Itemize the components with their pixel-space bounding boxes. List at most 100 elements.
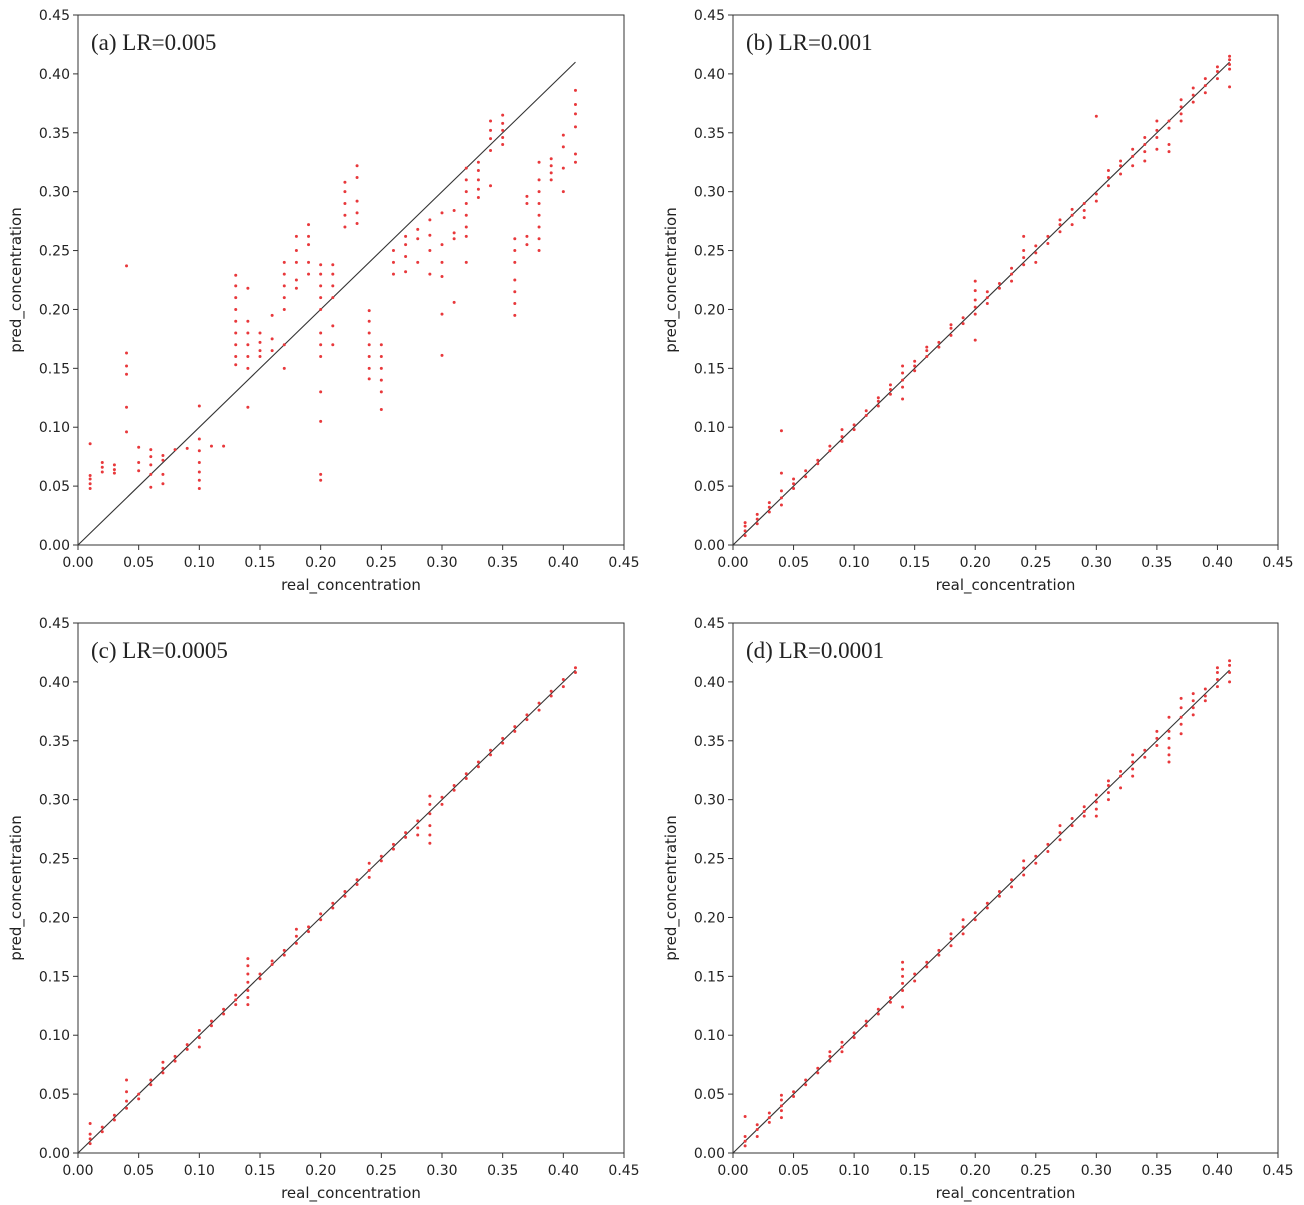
data-point [428,833,432,837]
data-point [1070,213,1074,217]
data-point [1191,692,1195,696]
x-tick-label: 0.40 [548,555,579,571]
x-tick-label: 0.15 [244,1163,275,1179]
data-point [1094,807,1098,811]
data-point [767,510,771,514]
data-point [525,718,529,722]
y-tick-label: 0.25 [694,852,725,868]
data-point [355,882,359,886]
data-point [137,1097,141,1101]
data-point [949,326,953,330]
x-tick-label: 0.30 [1081,555,1112,571]
data-point [997,286,1001,290]
data-point [561,190,565,194]
y-tick-label: 0.20 [694,302,725,318]
data-point [561,145,565,149]
data-point [234,1003,238,1007]
data-point [973,338,977,342]
y-tick-label: 0.35 [694,734,725,750]
data-point [525,713,529,717]
data-point [937,345,941,349]
data-point [416,237,420,241]
y-tick-label: 0.30 [39,185,70,201]
data-point [537,160,541,164]
data-point [294,249,298,253]
data-point [501,143,505,147]
data-point [828,1054,832,1058]
panel-title: (b) LR=0.001 [746,30,873,55]
data-point [282,366,286,370]
data-point [888,392,892,396]
data-point [197,1029,201,1033]
data-point [391,260,395,264]
data-point [1155,119,1159,123]
y-axis-label: pred_concentration [7,207,26,353]
data-point [282,296,286,300]
data-point [489,119,493,123]
data-point [428,841,432,845]
data-point [1094,192,1098,196]
data-point [464,225,468,229]
data-point [1094,199,1098,203]
x-tick-label: 0.15 [899,1163,930,1179]
data-point [1179,98,1183,102]
data-point [88,1142,92,1146]
y-tick-label: 0.30 [694,185,725,201]
data-point [1070,817,1074,821]
data-point [428,812,432,816]
data-point [1215,685,1219,689]
x-tick-label: 0.45 [608,555,639,571]
data-point [355,221,359,225]
data-point [997,890,1001,894]
data-point [864,413,868,417]
x-tick-label: 0.30 [426,555,457,571]
data-point [1119,786,1123,790]
data-point [416,819,420,823]
data-point [1203,687,1207,691]
data-point [197,486,201,490]
panel-title: (c) LR=0.0005 [91,638,228,663]
x-tick-label: 0.15 [244,555,275,571]
data-point [319,263,323,267]
data-point [1034,244,1038,248]
data-point [1215,77,1219,81]
data-point [452,788,456,792]
x-axis-label: real_concentration [936,1184,1076,1203]
data-point [840,439,844,443]
data-point [149,1078,153,1082]
data-point [779,429,783,433]
data-point [1143,143,1147,147]
y-tick-label: 0.00 [39,1146,70,1162]
x-tick-label: 0.45 [608,1163,639,1179]
data-point [985,296,989,300]
data-point [246,286,250,290]
data-point [573,670,577,674]
data-point [525,243,529,247]
data-point [1179,119,1183,123]
data-point [331,906,335,910]
data-point [1034,861,1038,865]
data-point [125,1078,129,1082]
data-point [1143,135,1147,139]
data-point [876,396,880,400]
data-point [125,372,129,376]
data-point [440,260,444,264]
data-point [1179,105,1183,109]
data-point [476,168,480,172]
data-point [876,1012,880,1016]
data-point [161,482,165,486]
data-point [1082,201,1086,205]
data-point [1082,209,1086,213]
data-point [1058,230,1062,234]
data-point [258,355,262,359]
data-point [161,1071,165,1075]
data-point [355,878,359,882]
data-point [949,323,953,327]
data-point [1106,184,1110,188]
data-point [1131,154,1135,158]
data-point [428,794,432,798]
plot-frame [77,622,625,1154]
data-point [161,1066,165,1070]
y-tick-label: 0.10 [39,1028,70,1044]
y-tick-label: 0.40 [39,675,70,691]
